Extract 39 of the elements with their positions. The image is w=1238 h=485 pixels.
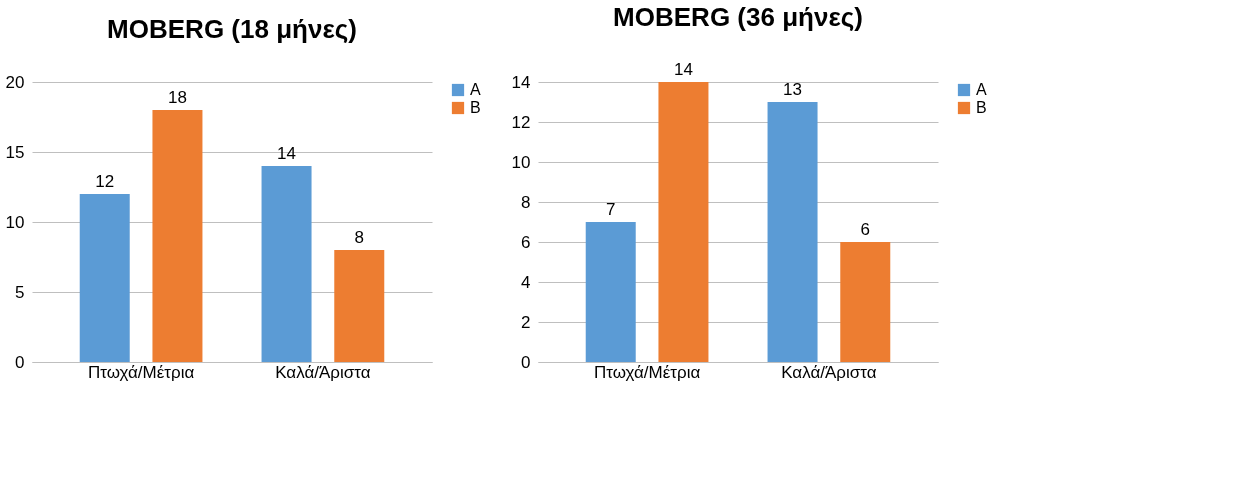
x-tick-label: Πτωχά/Μέτρια: [593, 362, 701, 382]
data-label: 14: [277, 144, 297, 163]
legend-label: A: [976, 81, 987, 98]
data-label: 13: [783, 80, 803, 99]
y-tick-label: 5: [15, 282, 25, 302]
y-tick-label: 14: [511, 72, 531, 92]
bar: [334, 250, 385, 362]
y-tick-label: 10: [5, 212, 25, 232]
bar: [658, 82, 709, 362]
data-label: 8: [354, 228, 365, 247]
chart-title: MOBERG (18 μήνες): [107, 14, 357, 44]
y-tick-label: 2: [521, 312, 531, 332]
bar: [152, 110, 203, 362]
data-label: 12: [95, 172, 115, 191]
y-tick-label: 15: [5, 142, 25, 162]
y-tick-label: 0: [521, 352, 531, 372]
y-tick-label: 4: [521, 272, 531, 292]
bar: [79, 194, 130, 362]
x-tick-label: Πτωχά/Μέτρια: [87, 362, 195, 382]
y-tick-label: 12: [511, 112, 531, 132]
x-tick-label: Καλά/Άριστα: [781, 362, 877, 382]
y-tick-label: 0: [15, 352, 25, 372]
y-tick-label: 6: [521, 232, 531, 252]
bar: [261, 166, 312, 362]
bar: [585, 222, 636, 362]
bar: [767, 102, 818, 362]
data-label: 7: [605, 200, 616, 219]
y-tick-label: 10: [511, 152, 531, 172]
legend-label: A: [470, 81, 481, 98]
y-tick-label: 20: [5, 72, 25, 92]
x-tick-label: Καλά/Άριστα: [275, 362, 371, 382]
legend-label: B: [976, 99, 987, 116]
data-label: 14: [673, 60, 693, 79]
data-label: 18: [167, 88, 187, 107]
y-tick-label: 8: [521, 192, 531, 212]
chart-title: MOBERG (36 μήνες): [613, 2, 863, 32]
data-label: 6: [860, 220, 871, 239]
bar: [840, 242, 891, 362]
legend-label: B: [470, 99, 481, 116]
